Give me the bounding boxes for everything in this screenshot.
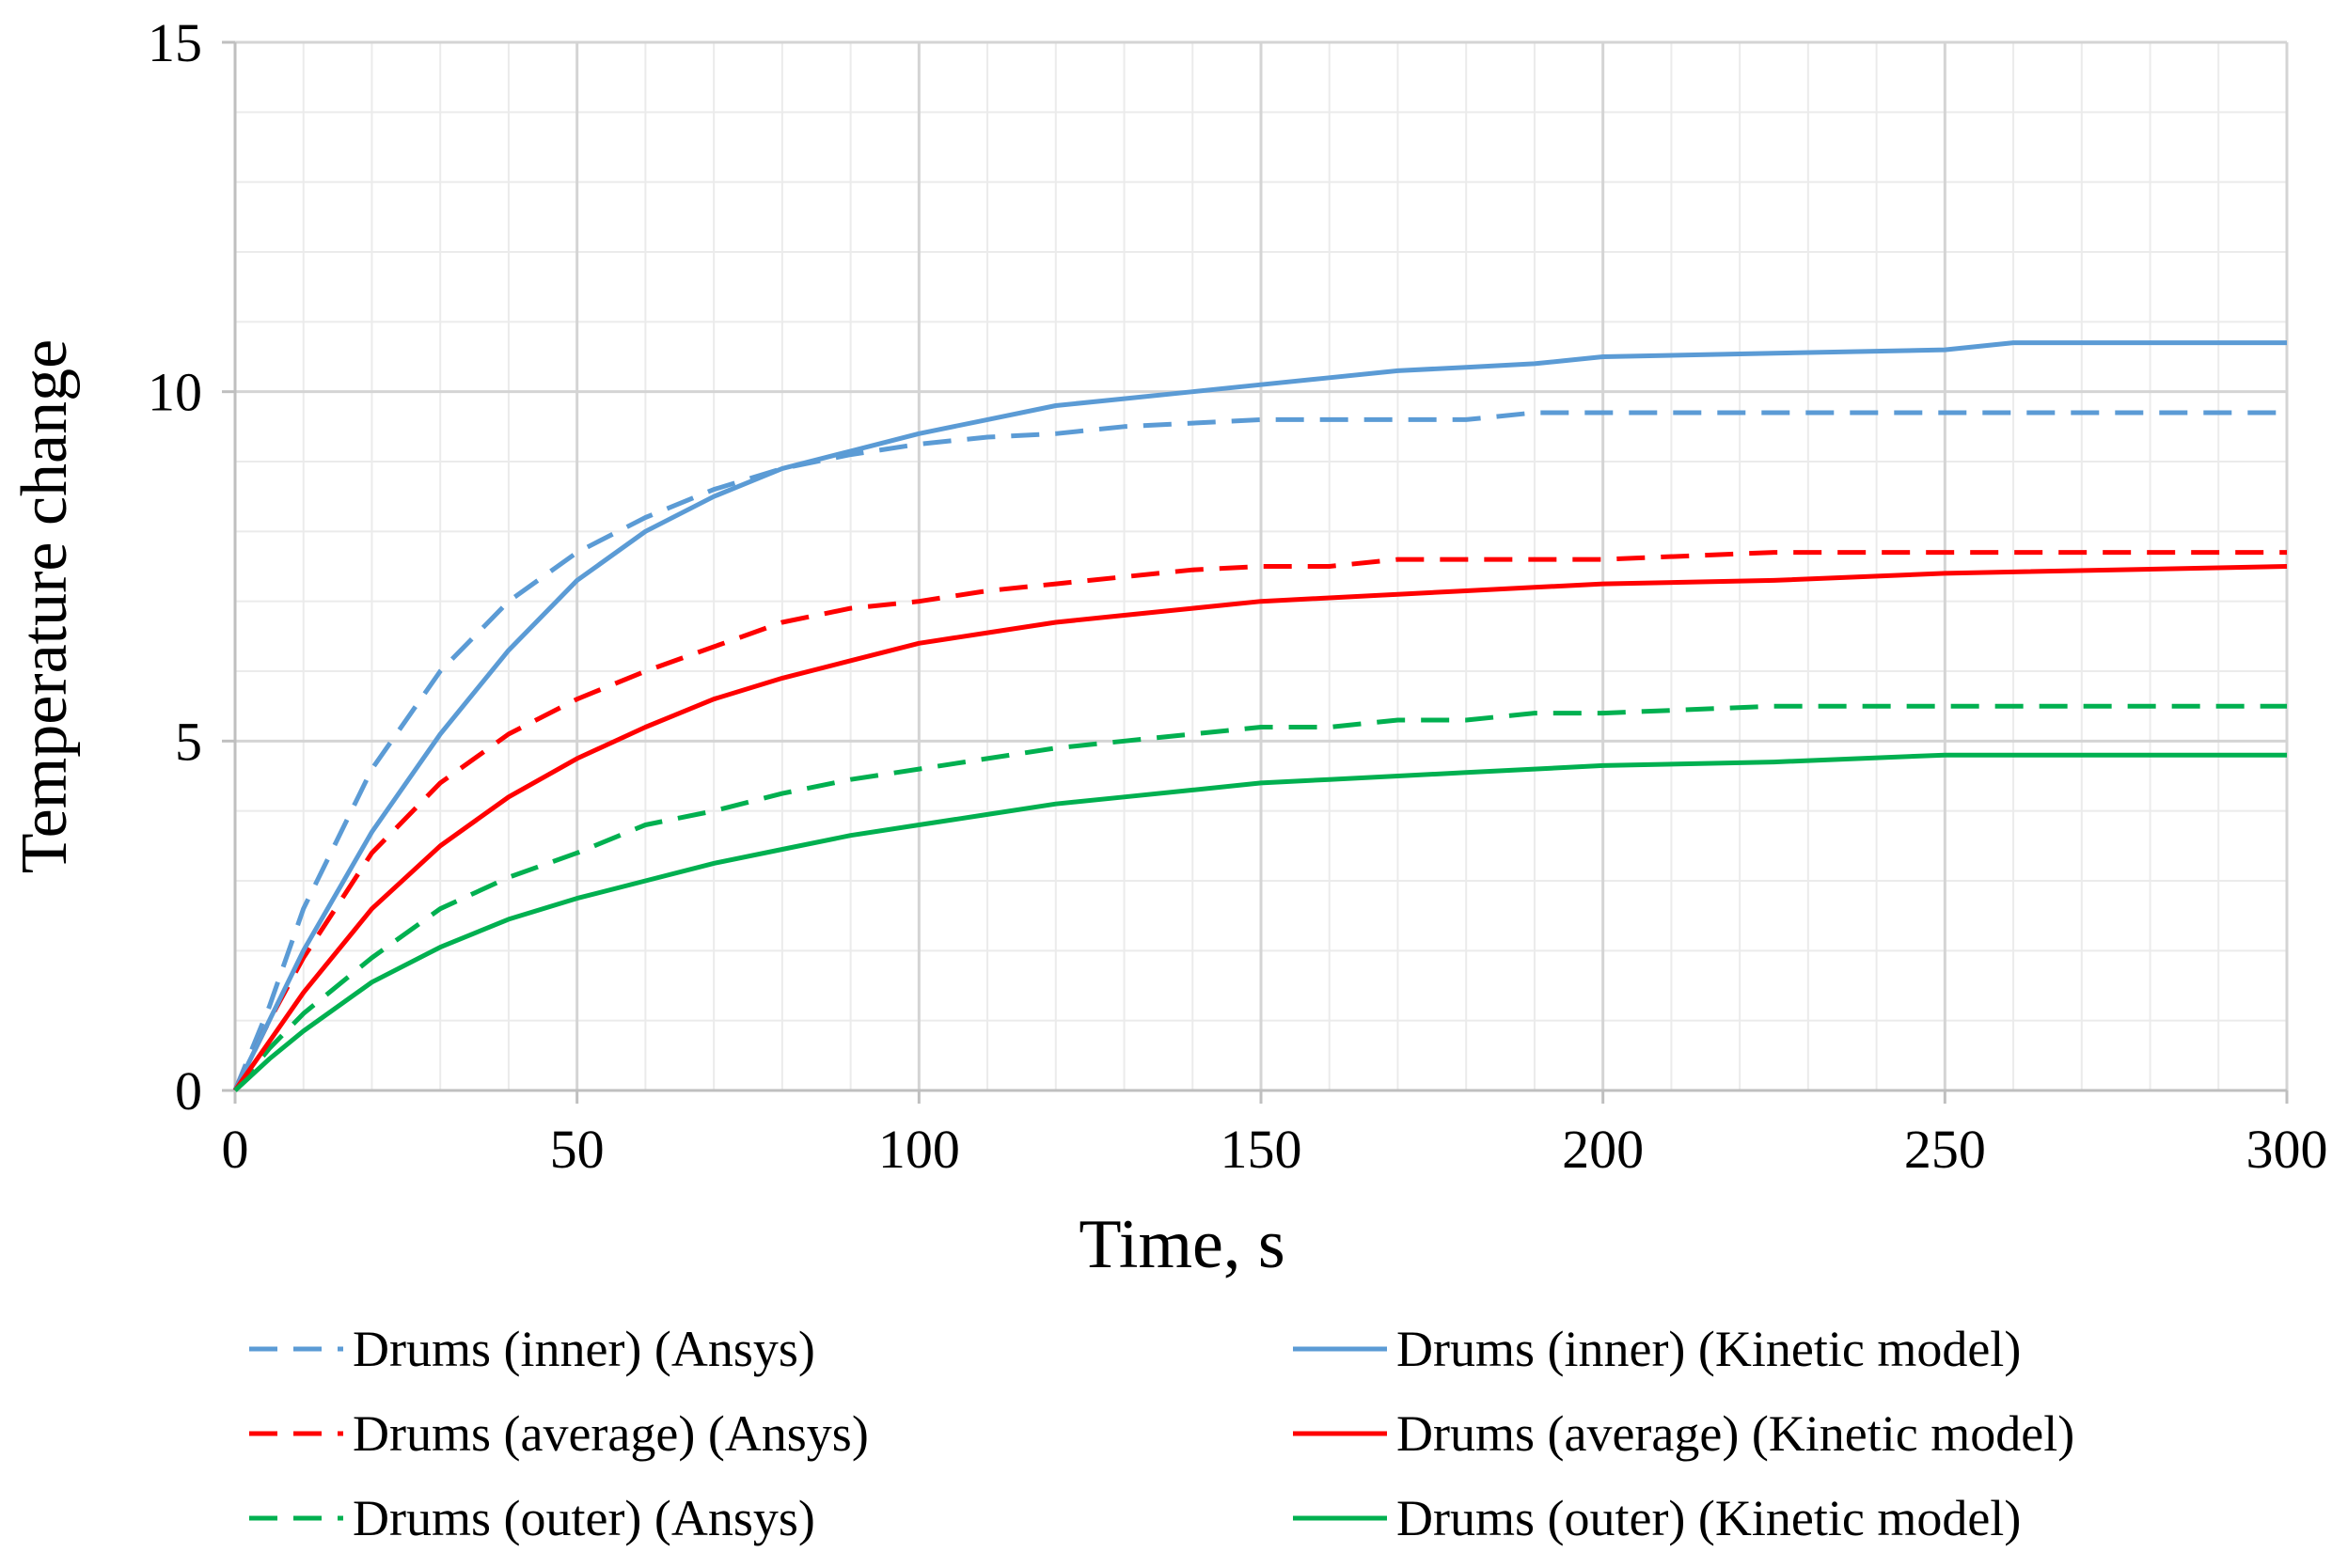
legend-label-6: Drums (outer) (Kinetic model) xyxy=(1396,1490,2021,1546)
axes xyxy=(222,40,2289,1104)
major-gridlines xyxy=(235,40,2289,1090)
series-line-2 xyxy=(232,550,2287,1092)
x-tick-label: 50 xyxy=(550,1119,605,1180)
y-tick-label: 0 xyxy=(175,1060,202,1121)
x-tick-label: 300 xyxy=(2246,1119,2328,1180)
x-tick-label: 150 xyxy=(1221,1119,1302,1180)
x-tick-label: 100 xyxy=(878,1119,960,1180)
y-tick-label: 10 xyxy=(148,362,202,423)
y-tick-label: 5 xyxy=(175,711,202,772)
tick-labels: 0 50 100 150 200 250 300 0 5 10 15 xyxy=(148,12,2328,1180)
x-axis-title: Time, s xyxy=(1079,1206,1284,1283)
series-line-6 xyxy=(233,752,2287,1092)
legend-label-2: Drums (average) (Ansys) xyxy=(353,1405,869,1462)
legend-label-1: Drums (inner) (Ansys) xyxy=(353,1321,815,1377)
series-line-4 xyxy=(232,340,2287,1092)
series-line-1 xyxy=(232,410,2287,1091)
legend-label-3: Drums (outer) (Ansys) xyxy=(353,1490,815,1546)
legend-label-4: Drums (inner) (Kinetic model) xyxy=(1396,1321,2021,1377)
x-tick-label: 0 xyxy=(222,1119,249,1180)
legend: Drums (inner) (Ansys) Drums (average) (An… xyxy=(249,1321,2074,1546)
y-tick-label: 15 xyxy=(148,12,202,73)
x-tick-label: 200 xyxy=(1562,1119,1644,1180)
series-line-3 xyxy=(233,703,2287,1092)
series-layer xyxy=(232,340,2288,1092)
y-axis-title: Temperature change xyxy=(8,339,81,873)
series-line-5 xyxy=(232,564,2288,1092)
legend-label-5: Drums (average) (Kinetic model) xyxy=(1396,1405,2074,1462)
x-tick-label: 250 xyxy=(1904,1119,1986,1180)
